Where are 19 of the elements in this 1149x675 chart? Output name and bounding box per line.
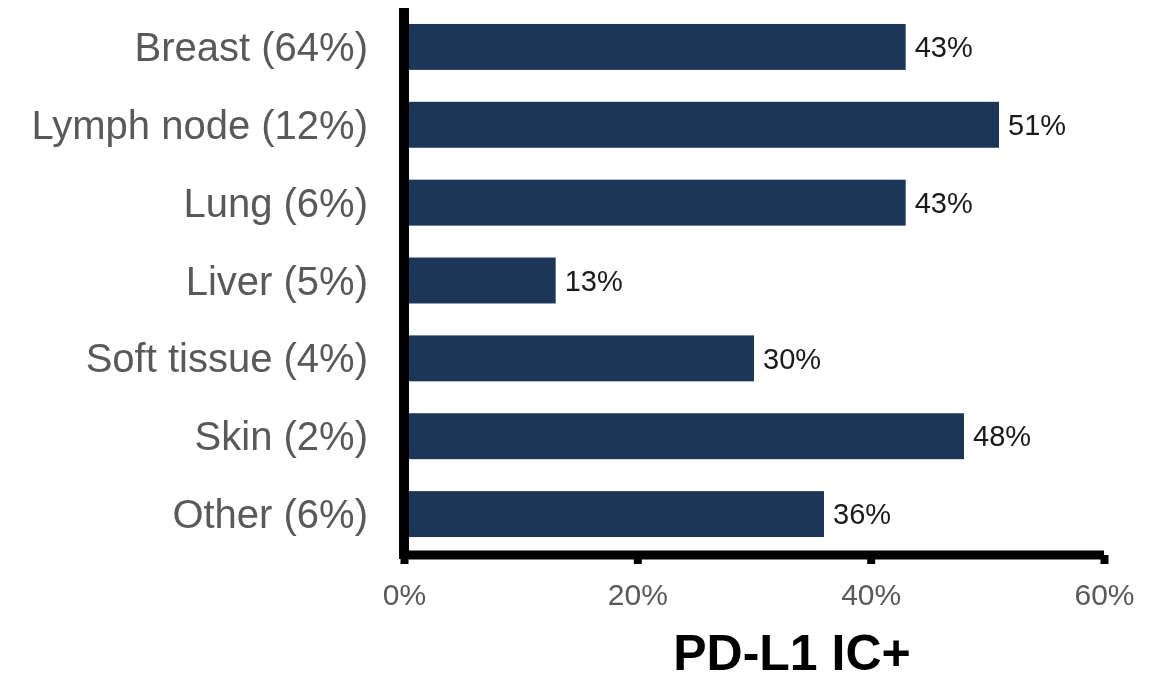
x-tick-label: 60%	[1074, 578, 1135, 612]
data-label: 51%	[1008, 108, 1067, 141]
data-label: 48%	[973, 420, 1032, 453]
y-tick-label: Breast (64%)	[134, 24, 368, 69]
x-tick-label: 40%	[841, 578, 902, 612]
data-label: 36%	[833, 498, 892, 531]
y-tick-label: Lymph node (12%)	[31, 102, 368, 147]
y-tick-label: Liver (5%)	[185, 258, 368, 303]
data-label: 43%	[914, 31, 973, 64]
y-tick-label: Skin (2%)	[194, 414, 368, 459]
data-label: 13%	[564, 264, 623, 297]
data-label: 30%	[763, 342, 822, 375]
x-tick-label: 0%	[382, 578, 427, 612]
data-label: 43%	[914, 186, 973, 219]
x-tick-label: 20%	[607, 578, 668, 612]
y-tick-label: Soft tissue (4%)	[85, 336, 368, 381]
x-axis-title: PD-L1 IC+	[673, 625, 911, 675]
y-tick-label: Other (6%)	[172, 492, 368, 537]
y-tick-label: Lung (6%)	[183, 180, 368, 225]
